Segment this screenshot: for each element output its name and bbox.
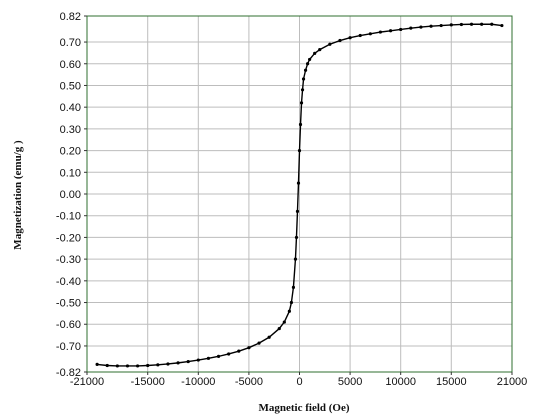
x-tick-label: -15000 — [131, 376, 165, 388]
data-point — [237, 349, 241, 353]
data-point — [358, 33, 362, 38]
y-tick-label: -0.30 — [56, 254, 81, 266]
data-point — [459, 22, 464, 27]
data-point — [299, 101, 304, 105]
data-point — [298, 122, 303, 127]
y-tick-label: -0.10 — [56, 211, 81, 223]
data-point — [267, 335, 271, 339]
y-tick-label: 0.20 — [60, 146, 81, 158]
data-point — [469, 22, 474, 26]
y-tick-label: 0.50 — [60, 80, 81, 92]
data-point — [305, 62, 310, 66]
y-tick-label: 0.00 — [60, 189, 81, 201]
data-point — [287, 309, 291, 313]
y-tick-label: 0.60 — [60, 59, 81, 71]
x-tick-label: 5000 — [338, 376, 362, 388]
data-point — [125, 364, 130, 368]
y-tick-label: 0.10 — [60, 167, 81, 179]
data-point — [176, 361, 180, 365]
data-point — [301, 77, 306, 81]
data-point — [388, 29, 393, 33]
data-point — [303, 68, 308, 72]
x-tick-label: 15000 — [436, 376, 467, 388]
y-tick-label: 0.70 — [60, 37, 81, 49]
data-point — [368, 32, 372, 36]
grid — [87, 16, 512, 372]
data-point — [399, 27, 403, 32]
data-point — [146, 363, 150, 368]
y-tick-label: 0.30 — [60, 124, 81, 136]
data-point — [378, 30, 383, 34]
y-axis-ticks: 0.82 0.70 0.60 0.50 0.40 0.30 0.20 0.10 0.00 -0.1… — [56, 11, 87, 379]
data-point — [115, 364, 119, 368]
data-point — [295, 209, 300, 213]
data-point — [429, 24, 433, 28]
data-point — [294, 235, 299, 240]
data-point — [135, 364, 140, 368]
data-point — [348, 36, 352, 40]
y-tick-label: -0.60 — [56, 319, 81, 331]
data-point — [206, 356, 211, 360]
series-layer — [95, 22, 504, 368]
data-point — [156, 363, 160, 367]
data-point — [196, 358, 200, 362]
data-point — [289, 300, 294, 305]
data-point — [166, 362, 170, 366]
x-tick-label: -10000 — [181, 376, 215, 388]
data-point — [480, 22, 484, 26]
data-point — [313, 51, 317, 55]
x-tick-label: -21000 — [70, 376, 104, 388]
data-point — [95, 362, 99, 367]
data-point — [186, 359, 190, 364]
y-tick-label: -0.70 — [56, 341, 81, 353]
data-point — [449, 23, 453, 27]
data-point — [318, 48, 322, 52]
y-tick-label: 0.40 — [60, 102, 81, 114]
x-tick-label: 21000 — [497, 376, 528, 388]
data-point — [500, 23, 504, 28]
data-point — [247, 346, 251, 350]
data-point — [490, 22, 494, 26]
data-point — [105, 363, 109, 368]
y-tick-label: -0.82 — [56, 367, 81, 379]
data-point — [409, 26, 413, 30]
x-axis-ticks: -21000 -15000 -10000 -5000 0 5000 10000 15000 21… — [70, 372, 527, 388]
data-point — [338, 38, 342, 43]
data-point — [282, 320, 286, 324]
data-point — [257, 341, 261, 345]
data-point — [328, 42, 332, 46]
y-axis-title: Magnetization (emu/g ) — [12, 140, 24, 250]
data-point — [291, 285, 296, 289]
data-point — [277, 326, 281, 331]
x-tick-label: 0 — [296, 376, 302, 388]
data-point — [439, 23, 443, 28]
data-point — [300, 88, 305, 92]
data-point — [227, 352, 231, 356]
data-point — [216, 354, 221, 358]
data-point — [293, 257, 298, 261]
data-point — [308, 57, 312, 62]
y-tick-label: -0.50 — [56, 298, 81, 310]
data-point — [296, 181, 301, 185]
data-point — [419, 25, 423, 29]
data-point — [297, 148, 302, 153]
x-axis-title: Magnetic field (Oe) — [258, 402, 349, 414]
y-tick-label: -0.40 — [56, 276, 81, 288]
x-tick-label: -5000 — [235, 376, 263, 388]
x-tick-label: 10000 — [385, 376, 416, 388]
y-tick-label: 0.82 — [60, 11, 81, 23]
y-tick-label: -0.20 — [56, 232, 81, 244]
